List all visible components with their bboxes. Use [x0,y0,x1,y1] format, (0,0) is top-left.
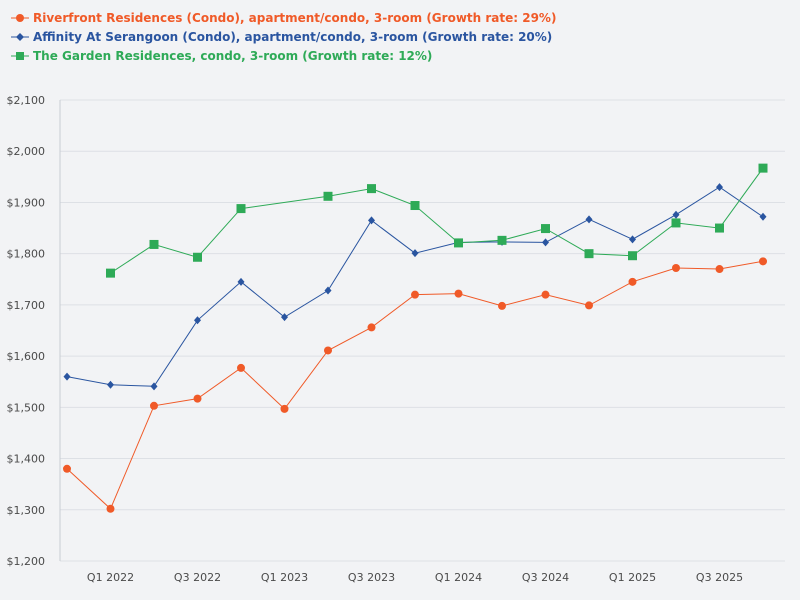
data-point[interactable] [672,210,680,219]
data-point[interactable] [585,301,593,310]
data-point[interactable] [150,401,158,410]
legend-label-affinity: Affinity At Serangoon (Condo), apartment… [33,29,553,44]
data-point[interactable] [63,372,71,381]
data-point[interactable] [541,224,550,234]
data-point[interactable] [541,290,550,299]
x-tick-label: Q1 2022 [87,571,134,584]
legend-item-riverfront[interactable]: Riverfront Residences (Condo), apartment… [10,8,556,27]
circle-marker-icon [11,13,29,22]
legend-label-garden: The Garden Residences, condo, 3-room (Gr… [33,48,433,63]
data-point[interactable] [629,235,636,244]
data-point[interactable] [454,238,463,248]
square-marker-icon [11,51,29,60]
legend-item-affinity[interactable]: Affinity At Serangoon (Condo), apartment… [10,27,556,46]
data-point[interactable] [193,252,202,262]
data-point[interactable] [628,277,637,286]
series-2 [106,163,768,278]
data-point[interactable] [368,216,375,225]
data-point[interactable] [323,191,333,201]
x-tick-label: Q3 2024 [522,571,569,584]
data-point[interactable] [628,251,637,261]
y-tick-label: $1,400 [7,453,46,466]
data-point[interactable] [715,265,724,274]
legend-label-riverfront: Riverfront Residences (Condo), apartment… [33,10,557,25]
series-0 [63,257,767,513]
legend: Riverfront Residences (Condo), apartment… [10,8,556,65]
data-point[interactable] [236,204,246,214]
x-tick-label: Q3 2025 [696,571,743,584]
data-point[interactable] [367,323,376,332]
data-point[interactable] [542,238,549,247]
data-point[interactable] [106,504,115,513]
series-group [63,163,768,513]
y-tick-label: $1,200 [7,555,46,568]
data-point[interactable] [324,346,332,355]
diamond-marker-icon [11,32,29,41]
x-tick-label: Q1 2024 [435,571,482,584]
data-point[interactable] [671,218,681,228]
y-axis-ticks: $1,200 $1,300 $1,400 $1,500 $1,600 $1,700 $1,8… [7,94,46,568]
x-tick-label: Q1 2025 [609,571,656,584]
data-point[interactable] [150,382,158,391]
data-point[interactable] [63,464,71,473]
legend-item-garden[interactable]: The Garden Residences, condo, 3-room (Gr… [10,46,556,65]
data-point[interactable] [324,286,332,295]
data-point[interactable] [149,239,159,249]
y-tick-label: $1,900 [7,196,46,209]
y-tick-label: $1,300 [7,504,46,517]
x-tick-label: Q3 2022 [174,571,221,584]
data-point[interactable] [716,183,723,192]
data-point[interactable] [715,223,724,233]
series-1 [63,183,767,391]
data-point[interactable] [498,301,506,310]
data-point[interactable] [759,257,767,266]
y-tick-label: $1,600 [7,350,46,363]
data-point[interactable] [193,394,202,403]
data-point[interactable] [758,163,768,173]
data-point[interactable] [106,268,115,278]
data-point[interactable] [237,277,245,286]
data-point[interactable] [585,215,593,224]
x-tick-label: Q3 2023 [348,571,395,584]
x-axis-ticks: Q1 2022 Q3 2022 Q1 2023 Q3 2023 Q1 2024 Q3 20… [87,571,743,584]
data-point[interactable] [367,184,376,194]
y-tick-label: $1,500 [7,401,46,414]
x-tick-label: Q1 2023 [261,571,308,584]
data-point[interactable] [107,380,114,389]
y-tick-label: $1,700 [7,299,46,312]
grid-lines [60,99,785,562]
data-point[interactable] [497,235,507,245]
y-tick-label: $2,000 [7,145,46,158]
data-point[interactable] [672,264,680,273]
data-point[interactable] [410,201,420,211]
data-point[interactable] [194,316,201,325]
data-point[interactable] [280,404,289,413]
y-tick-label: $2,100 [7,94,46,107]
data-point[interactable] [281,313,288,322]
data-point[interactable] [411,249,419,258]
data-point[interactable] [759,212,767,221]
data-point[interactable] [584,249,594,259]
y-tick-label: $1,800 [7,248,46,261]
data-point[interactable] [411,290,419,299]
data-point[interactable] [454,289,463,298]
data-point[interactable] [237,363,245,372]
